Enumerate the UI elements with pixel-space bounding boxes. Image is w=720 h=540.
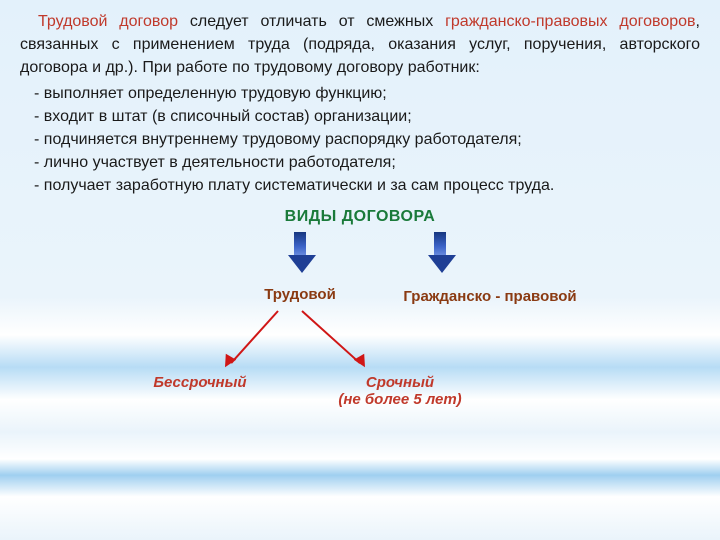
- bullet-item: - входит в штат (в списочный состав) орг…: [20, 105, 700, 128]
- contract-types-diagram: Трудовой Гражданско - правовой Бессрочный С…: [0, 226, 720, 456]
- arrow-down-blue-icon: [428, 232, 452, 276]
- diagram-label-srochny: Срочный (не более 5 лет): [300, 374, 500, 408]
- intro-hl-1: Трудовой договор: [38, 13, 178, 30]
- intro-bullet-list: - выполняет определенную трудовую функци…: [20, 82, 700, 198]
- arrow-red-head-icon: [220, 353, 236, 369]
- diagram-label-bessroch: Бессрочный: [130, 374, 270, 391]
- arrow-red-head-icon: [354, 353, 370, 369]
- bullet-item: - получает заработную плату систематичес…: [20, 174, 700, 197]
- diagram-label-civil: Гражданско - правовой: [380, 288, 600, 305]
- diagram-title: ВИДЫ ДОГОВОРА: [0, 208, 720, 226]
- bullet-item: - лично участвует в деятельности работод…: [20, 151, 700, 174]
- arrow-red-line-icon: [230, 310, 278, 363]
- arrow-down-blue-icon: [288, 232, 312, 276]
- diagram-label-trudovoy: Трудовой: [230, 286, 370, 303]
- intro-paragraph: Трудовой договор следует отличать от сме…: [20, 10, 700, 80]
- intro-seg-1: следует отличать от смежных: [178, 13, 445, 30]
- bullet-item: - подчиняется внутреннему трудовому расп…: [20, 128, 700, 151]
- arrow-red-line-icon: [301, 310, 360, 364]
- intro-hl-2: гражданско-правовых договоров: [445, 13, 695, 30]
- bullet-item: - выполняет определенную трудовую функци…: [20, 82, 700, 105]
- intro-text-block: Трудовой договор следует отличать от сме…: [0, 0, 720, 202]
